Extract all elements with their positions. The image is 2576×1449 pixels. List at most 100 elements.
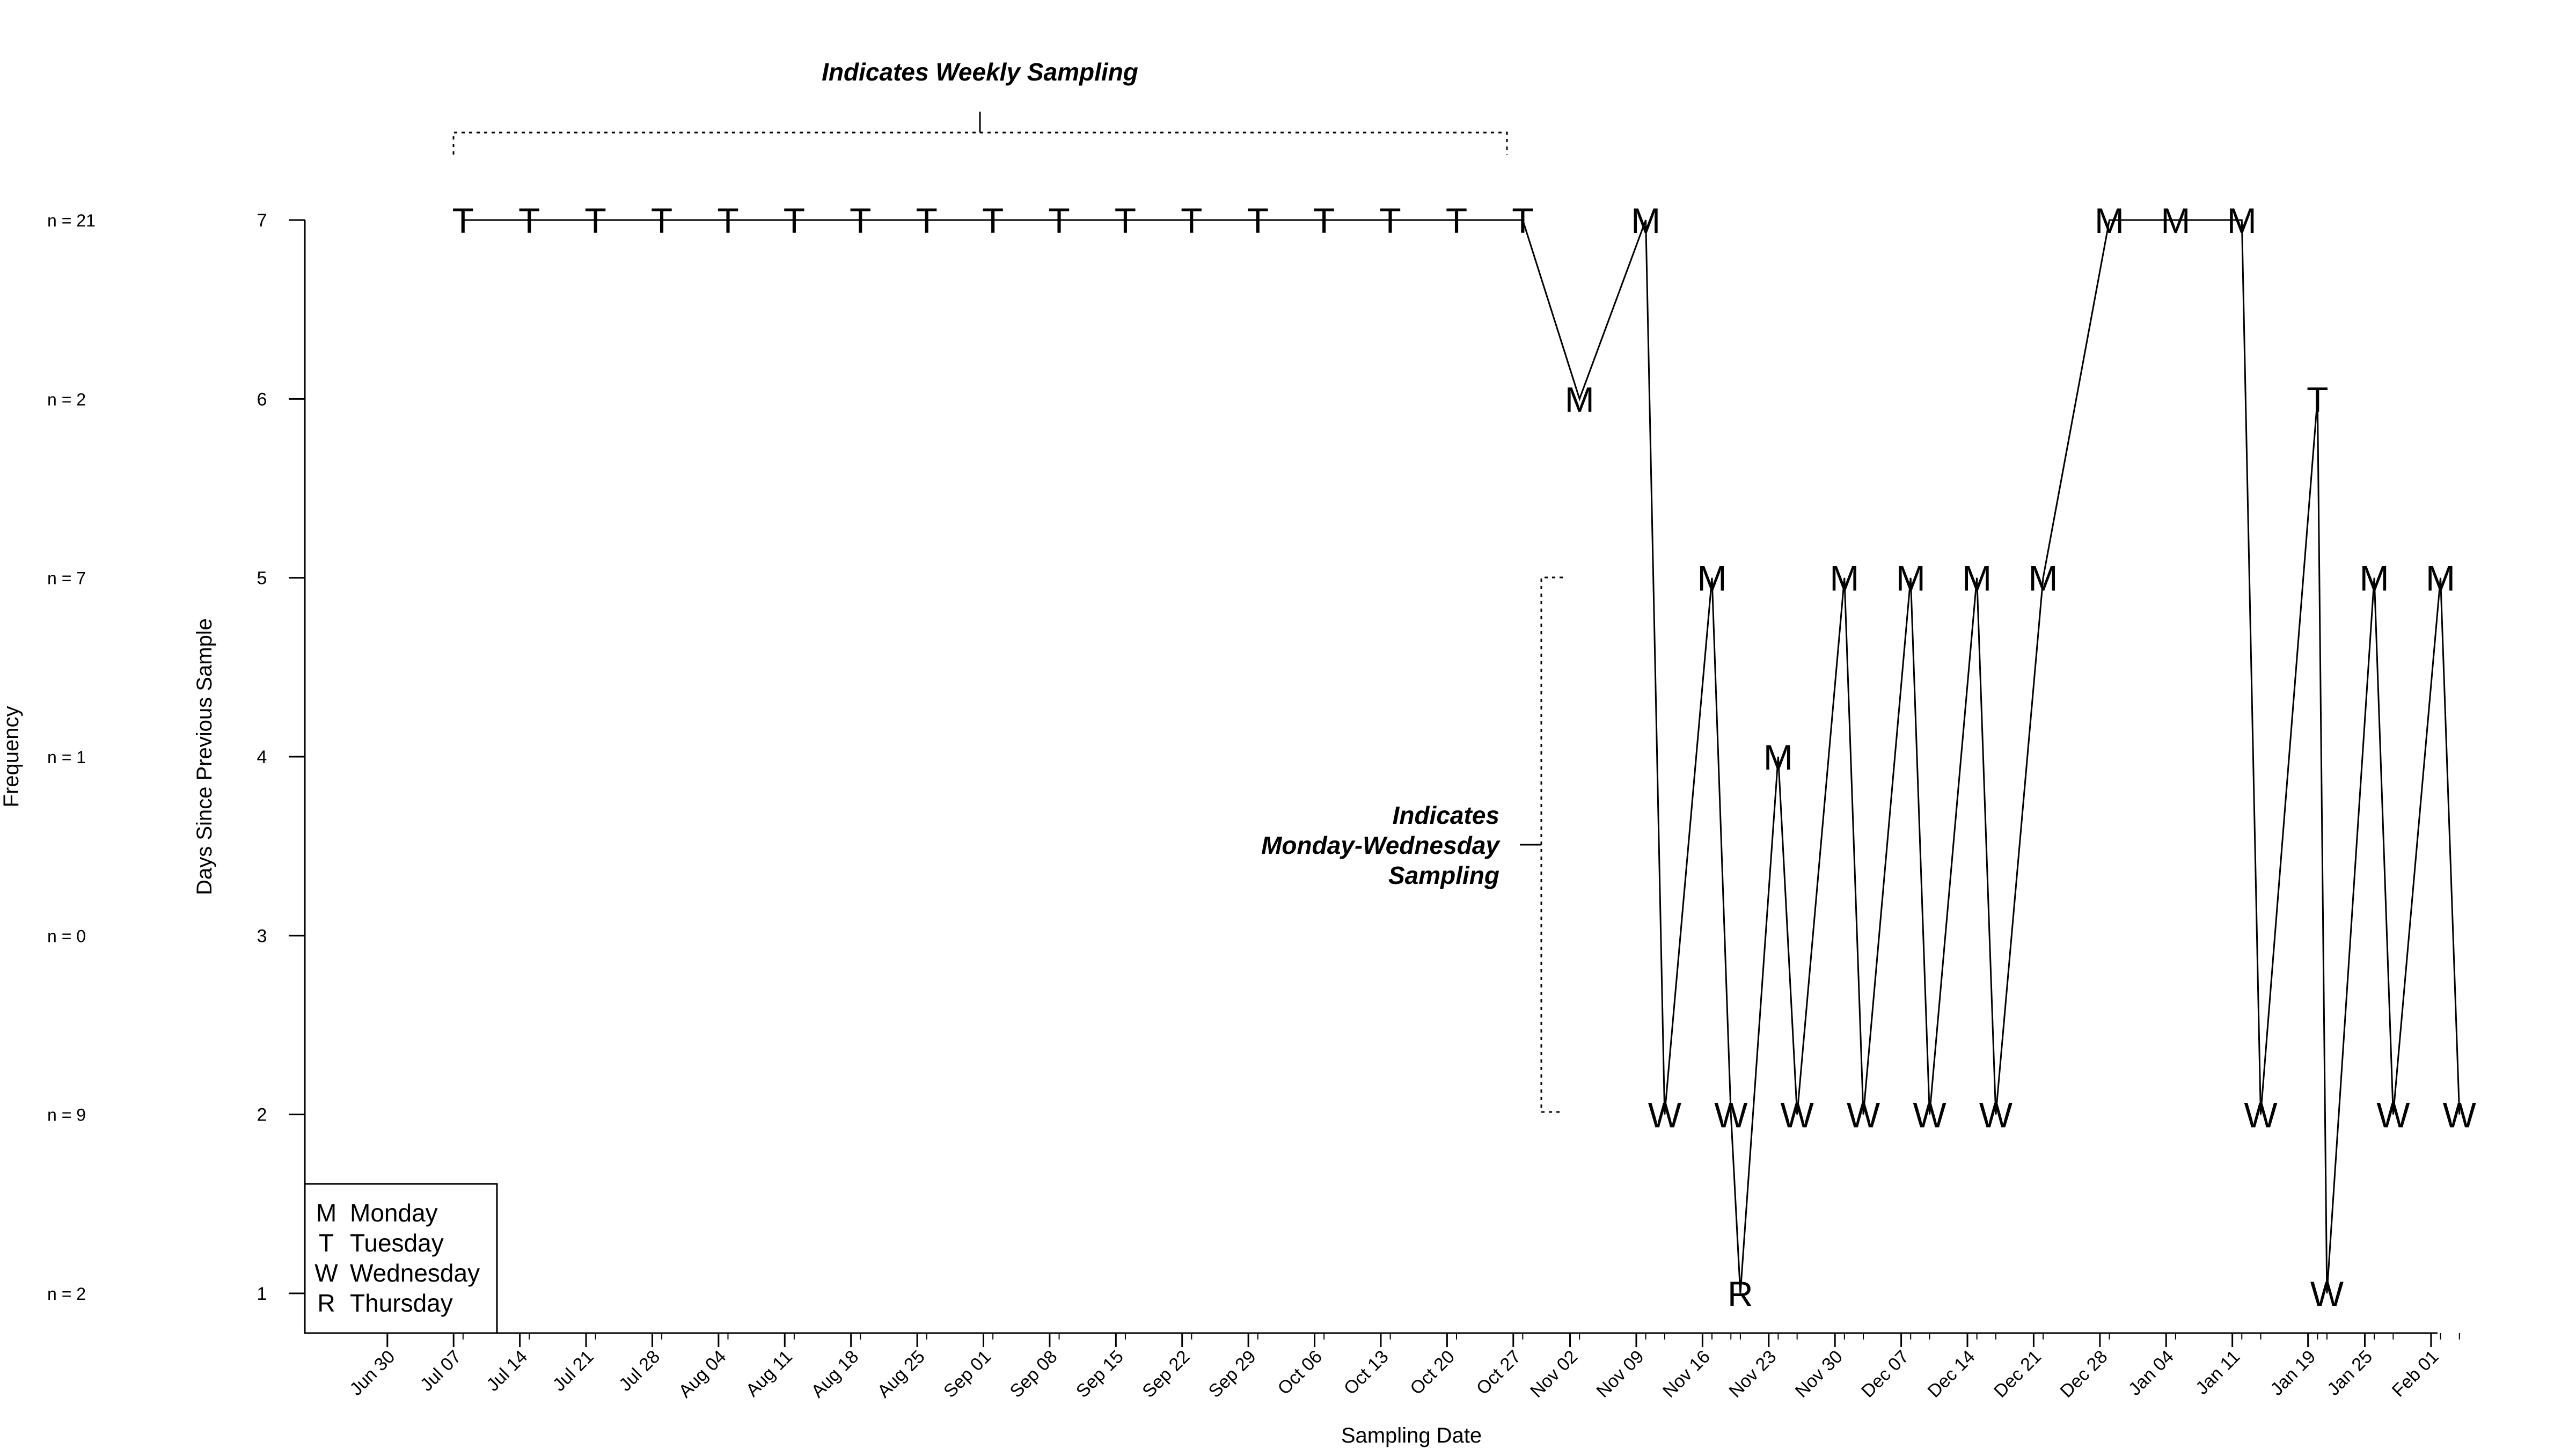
data-point: M xyxy=(1829,559,1859,598)
monwed-annotation-line-2: Monday-Wednesday xyxy=(1261,831,1501,859)
x-tick-label: Jan 11 xyxy=(2192,1346,2244,1399)
data-point: T xyxy=(651,201,672,240)
frequency-labels: n = 21 n = 2 n = 7 n = 1 n = 0 n = 9 n = 2 xyxy=(47,211,96,1304)
frequency-label: n = 2 xyxy=(47,1284,86,1304)
weekly-annotation: Indicates Weekly Sampling xyxy=(822,58,1138,86)
data-point: W xyxy=(1781,1095,1814,1135)
x-tick-label: Sep 29 xyxy=(1205,1346,1260,1402)
x-tick-label: Nov 23 xyxy=(1725,1346,1780,1402)
data-point: W xyxy=(1714,1095,1748,1135)
data-point: M xyxy=(2095,201,2124,240)
data-point: M xyxy=(1565,379,1594,419)
data-point: T xyxy=(1247,201,1269,240)
x-tick-label: Jan 25 xyxy=(2323,1346,2376,1400)
x-tick-label: Jan 04 xyxy=(2125,1346,2178,1400)
x-tick-label: Dec 28 xyxy=(2056,1346,2111,1402)
legend-box xyxy=(304,1183,498,1334)
x-tick-label: Nov 16 xyxy=(1659,1346,1714,1402)
x-tick-label: Oct 27 xyxy=(1473,1346,1525,1399)
frequency-label: n = 7 xyxy=(47,569,86,588)
data-point: M xyxy=(1896,559,1926,598)
data-point: M xyxy=(2029,559,2058,598)
y-axis-title: Days Since Previous Sample xyxy=(193,618,216,895)
data-point: M xyxy=(1631,201,1660,240)
y-tick-label: 5 xyxy=(257,568,267,589)
legend-key: R xyxy=(317,1289,335,1317)
annotations: Indicates Weekly Sampling Indicates Mond… xyxy=(452,58,1563,1113)
x-tick-label: Sep 15 xyxy=(1072,1346,1128,1402)
legend-label: Wednesday xyxy=(350,1259,480,1287)
data-point: M xyxy=(2360,559,2389,598)
x-tick-label: Aug 11 xyxy=(742,1346,796,1401)
x-tick-label: Sep 08 xyxy=(1006,1346,1061,1402)
x-tick-label: Aug 18 xyxy=(807,1346,862,1402)
legend-key: T xyxy=(319,1229,334,1257)
y-tick-label: 7 xyxy=(257,210,267,231)
data-point: T xyxy=(584,201,606,240)
data-point: T xyxy=(518,201,540,240)
y-tick-label: 3 xyxy=(257,926,267,946)
x-tick-label: Dec 07 xyxy=(1857,1346,1913,1402)
data-point: M xyxy=(2161,201,2190,240)
data-point: T xyxy=(1512,201,1533,240)
data-point: M xyxy=(2426,559,2455,598)
series-line xyxy=(463,219,2461,1294)
x-tick-label: Sep 01 xyxy=(940,1346,995,1402)
frequency-label: n = 0 xyxy=(47,926,86,946)
axis-titles: Sampling Date Days Since Previous Sample… xyxy=(0,618,1482,1447)
data-point: T xyxy=(452,201,474,240)
y-tick-label: 4 xyxy=(257,747,267,767)
data-point: T xyxy=(717,201,738,240)
legend-label: Monday xyxy=(350,1199,438,1227)
data-point: T xyxy=(850,201,871,240)
x-tick-label: Aug 04 xyxy=(675,1346,730,1402)
y-tick-label: 2 xyxy=(257,1105,267,1125)
x-tick-label: Aug 25 xyxy=(874,1346,929,1402)
data-point: W xyxy=(2376,1095,2410,1135)
data-point: W xyxy=(1648,1095,1682,1135)
x-tick-label: Feb 01 xyxy=(2388,1346,2443,1401)
data-point: W xyxy=(2310,1274,2344,1314)
series-line-group xyxy=(463,219,2461,1294)
data-point: W xyxy=(1847,1095,1880,1135)
data-point: R xyxy=(1728,1274,1753,1314)
legend-label: Tuesday xyxy=(350,1229,444,1257)
y-axis: 1 2 3 4 5 6 7 xyxy=(257,210,306,1304)
legend-key: W xyxy=(314,1259,338,1287)
x-tick-label: Oct 06 xyxy=(1274,1346,1326,1399)
data-point: T xyxy=(1446,201,1467,240)
data-point: T xyxy=(1313,201,1335,240)
x-axis: Jun 30 Jul 07 Jul 14 Jul 21 Jul 28 Aug 04 Aug … xyxy=(346,1332,2460,1402)
data-point: T xyxy=(1115,201,1136,240)
legend-key: M xyxy=(316,1199,336,1227)
frequency-label: n = 2 xyxy=(47,390,86,409)
legend-label: Thursday xyxy=(350,1289,453,1317)
x-tick-label: Dec 14 xyxy=(1924,1346,1979,1402)
data-point: M xyxy=(1763,737,1793,777)
y-tick-label: 1 xyxy=(257,1284,267,1304)
x-tick-label: Nov 02 xyxy=(1526,1346,1582,1402)
x-tick-label: Dec 21 xyxy=(1990,1346,2045,1402)
data-point: T xyxy=(1048,201,1070,240)
frequency-axis-title: Frequency xyxy=(0,706,23,808)
monwed-bracket xyxy=(1540,576,1563,1113)
data-point: W xyxy=(2244,1095,2278,1135)
y-tick-label: 6 xyxy=(257,389,267,409)
x-tick-label: Oct 13 xyxy=(1340,1346,1393,1399)
x-tick-label: Jul 14 xyxy=(482,1346,531,1395)
data-point: T xyxy=(784,201,805,240)
x-tick-label: Jun 30 xyxy=(346,1346,399,1400)
x-tick-label: Jul 28 xyxy=(615,1346,664,1395)
weekly-bracket xyxy=(452,131,1508,155)
frequency-label: n = 21 xyxy=(47,211,96,230)
data-point: M xyxy=(1962,559,1992,598)
data-point: T xyxy=(1379,201,1401,240)
x-tick-label: Jan 19 xyxy=(2266,1346,2319,1400)
legend: M Monday T Tuesday W Wednesday R Thursday xyxy=(304,1183,498,1334)
data-point: T xyxy=(1181,201,1202,240)
data-point: T xyxy=(2307,379,2328,419)
data-point: M xyxy=(2227,201,2257,240)
data-point: T xyxy=(982,201,1004,240)
